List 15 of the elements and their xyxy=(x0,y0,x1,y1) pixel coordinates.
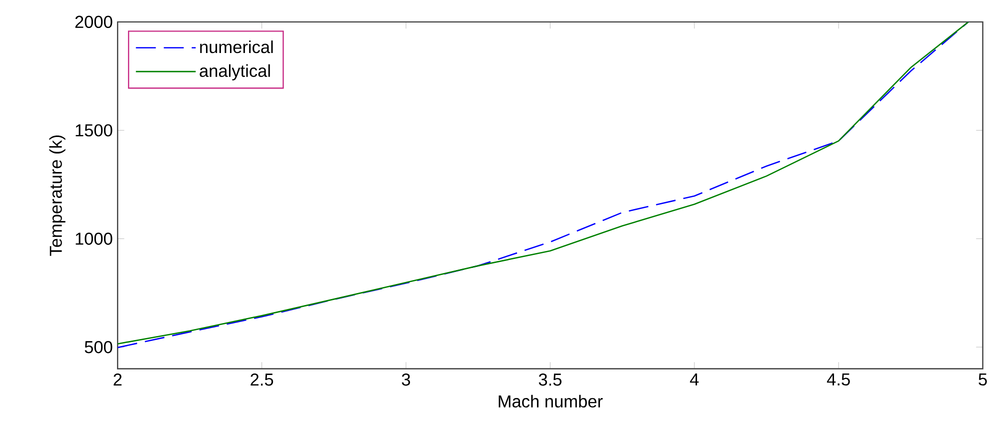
y-tick-label: 1500 xyxy=(76,124,112,137)
y-tick-label: 1000 xyxy=(76,232,112,246)
legend-label: analytical xyxy=(200,64,270,81)
y-axis-title: Temperature (k) xyxy=(49,136,66,256)
x-tick-label: 3.5 xyxy=(538,374,562,386)
y-tick-label: 500 xyxy=(84,341,112,354)
x-tick-label: 3 xyxy=(402,374,410,386)
y-tick-label: 2000 xyxy=(75,16,112,28)
x-tick-label: 4 xyxy=(690,374,699,386)
x-tick-label: 2 xyxy=(114,374,122,386)
x-tick-label: 5 xyxy=(978,374,987,386)
x-tick-label: 4.5 xyxy=(826,374,850,386)
legend-label: numerical xyxy=(200,40,273,54)
x-axis-title: Mach number xyxy=(498,395,603,408)
x-tick-label: 2.5 xyxy=(250,374,274,386)
